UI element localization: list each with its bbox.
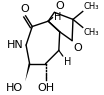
Text: H: H (64, 57, 71, 67)
Text: CH₃: CH₃ (83, 2, 99, 11)
Text: HN: HN (7, 40, 24, 50)
Text: HO: HO (5, 83, 23, 93)
Text: H: H (54, 12, 61, 22)
Text: O: O (21, 4, 30, 14)
Polygon shape (25, 63, 31, 81)
Text: O: O (73, 43, 82, 53)
Text: CH₃: CH₃ (83, 28, 99, 37)
Text: OH: OH (38, 83, 55, 93)
Text: O: O (55, 1, 64, 11)
